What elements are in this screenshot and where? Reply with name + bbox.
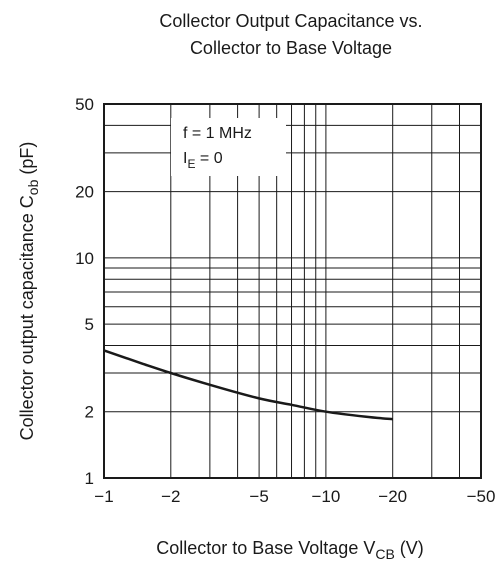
x-tick-label: −2 xyxy=(161,487,180,506)
plot-frame xyxy=(103,103,482,479)
chart-title-line-1: Collector Output Capacitance vs. xyxy=(159,11,422,31)
y-tick-label: 5 xyxy=(85,315,94,334)
annotation-emitter-current: IE = 0 xyxy=(183,150,223,171)
y-tick-label: 20 xyxy=(75,183,94,202)
y-tick-label: 1 xyxy=(85,469,94,488)
x-tick-label: −50 xyxy=(467,487,496,506)
capacitance-curve xyxy=(103,349,393,421)
annotation-box xyxy=(171,118,286,176)
x-tick-label: −20 xyxy=(378,487,407,506)
y-axis-label: Collector output capacitance Cob (pF) xyxy=(17,142,41,441)
grid xyxy=(104,104,481,478)
y-tick-label: 50 xyxy=(75,95,94,114)
y-tick-label: 10 xyxy=(75,249,94,268)
tick-labels: −1 −2 −5 −10 −20 −50 1 2 5 10 20 50 xyxy=(75,95,495,506)
chart-title-line-2: Collector to Base Voltage xyxy=(190,38,392,58)
x-tick-label: −10 xyxy=(311,487,340,506)
x-tick-label: −1 xyxy=(94,487,113,506)
x-tick-label: −5 xyxy=(249,487,268,506)
y-tick-label: 2 xyxy=(85,403,94,422)
x-axis-label: Collector to Base Voltage VCB (V) xyxy=(156,538,424,561)
annotation-frequency: f = 1 MHz xyxy=(183,125,252,142)
